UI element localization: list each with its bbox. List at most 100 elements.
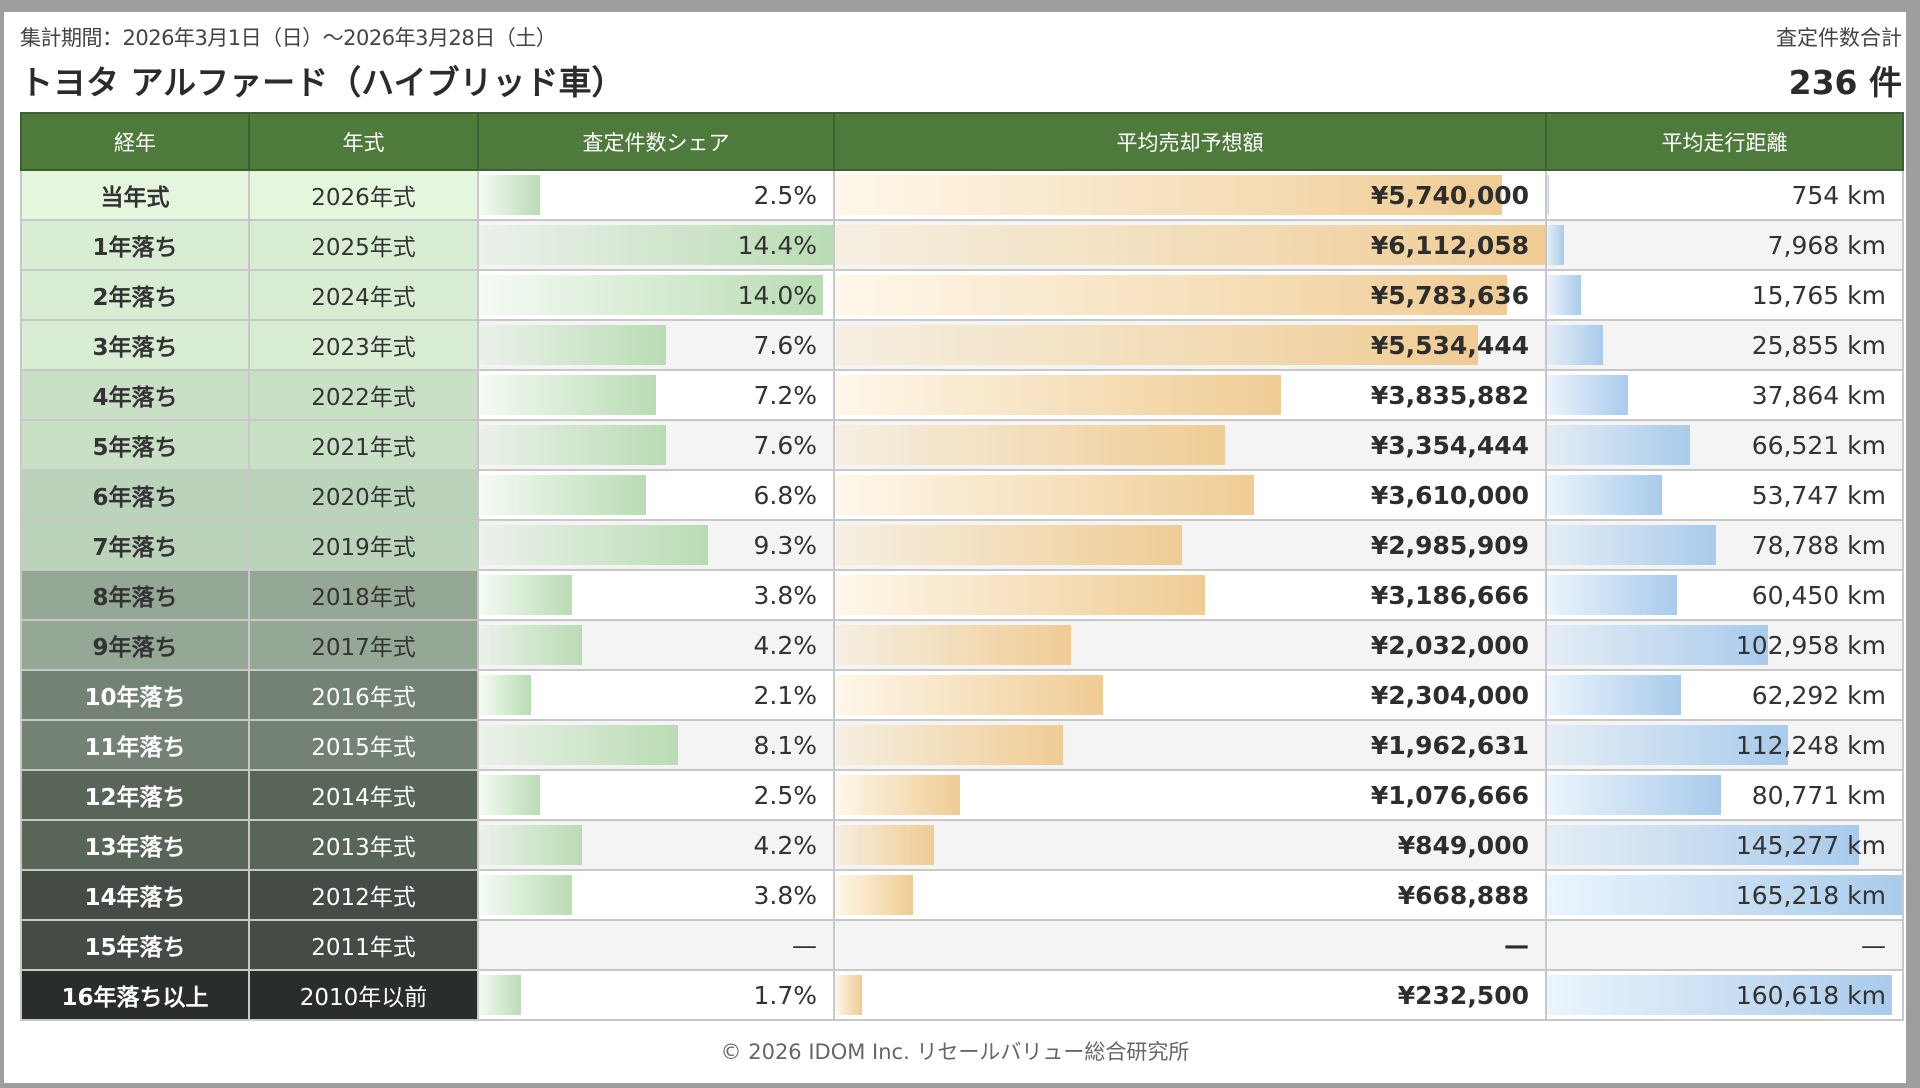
price-cell: ¥1,962,631 <box>833 719 1547 771</box>
share-bar <box>479 575 573 615</box>
table-row: 14年落ち 2012年式 3.8% ¥668,888 165,218 km <box>20 869 1904 921</box>
table-row: 6年落ち 2020年式 6.8% ¥3,610,000 53,747 km <box>20 469 1904 521</box>
share-cell: 14.4% <box>477 219 835 271</box>
price-value: ¥2,304,000 <box>1370 680 1529 710</box>
share-value: 7.6% <box>753 430 817 460</box>
price-bar <box>835 525 1182 565</box>
share-value: 9.3% <box>753 530 817 560</box>
share-bar <box>479 525 708 565</box>
share-value: 2.1% <box>753 680 817 710</box>
dist-value: 78,788 km <box>1751 530 1886 560</box>
age-cell: 16年落ち以上 <box>20 969 250 1021</box>
age-cell: 8年落ち <box>20 569 250 621</box>
dist-value: 160,618 km <box>1735 980 1886 1010</box>
price-value: ¥3,610,000 <box>1370 480 1529 510</box>
share-bar <box>479 375 656 415</box>
dist-value: 112,248 km <box>1735 730 1886 760</box>
dist-bar <box>1547 575 1677 615</box>
dist-bar <box>1547 775 1721 815</box>
dist-bar <box>1547 675 1681 715</box>
price-value: ¥2,985,909 <box>1370 530 1529 560</box>
distance-cell: 66,521 km <box>1545 419 1904 471</box>
share-value: 7.2% <box>753 380 817 410</box>
dist-value: 15,765 km <box>1751 280 1886 310</box>
price-bar <box>835 825 934 865</box>
price-bar <box>835 775 961 815</box>
price-value: ¥1,962,631 <box>1370 730 1529 760</box>
share-bar <box>479 325 666 365</box>
age-cell: 2年落ち <box>20 269 250 321</box>
distance-cell: 25,855 km <box>1545 319 1904 371</box>
age-cell: 1年落ち <box>20 219 250 271</box>
copyright-footer: © 2026 IDOM Inc. リセールバリュー総合研究所 <box>720 1040 1190 1064</box>
dist-value: 165,218 km <box>1735 880 1886 910</box>
age-cell: 10年落ち <box>20 669 250 721</box>
model-year-cell: 2013年式 <box>248 819 479 871</box>
age-cell: 当年式 <box>20 169 250 221</box>
share-value: 7.6% <box>753 330 817 360</box>
distance-cell: 102,958 km <box>1545 619 1904 671</box>
share-bar <box>479 775 541 815</box>
price-value: ¥5,740,000 <box>1370 180 1529 210</box>
model-year-cell: 2021年式 <box>248 419 479 471</box>
column-header-share: 査定件数シェア <box>477 112 835 171</box>
distance-cell: 62,292 km <box>1545 669 1904 721</box>
price-bar <box>835 175 1502 215</box>
share-cell: 14.0% <box>477 269 835 321</box>
model-year-cell: 2025年式 <box>248 219 479 271</box>
price-bar <box>835 675 1103 715</box>
price-bar <box>835 375 1281 415</box>
distance-cell: — <box>1545 919 1904 971</box>
price-cell: ¥3,186,666 <box>833 569 1547 621</box>
dist-bar <box>1547 275 1581 315</box>
share-value: 3.8% <box>753 580 817 610</box>
dist-value: 37,864 km <box>1751 380 1886 410</box>
model-year-cell: 2022年式 <box>248 369 479 421</box>
model-year-cell: 2010年以前 <box>248 969 479 1021</box>
dist-bar <box>1547 175 1549 215</box>
price-value: ¥6,112,058 <box>1370 230 1529 260</box>
share-value: — <box>792 930 817 960</box>
age-cell: 3年落ち <box>20 319 250 371</box>
price-cell: ¥5,740,000 <box>833 169 1547 221</box>
share-bar <box>479 725 679 765</box>
model-year-cell: 2016年式 <box>248 669 479 721</box>
model-year-cell: 2017年式 <box>248 619 479 671</box>
share-bar <box>479 625 583 665</box>
age-cell: 12年落ち <box>20 769 250 821</box>
price-bar <box>835 425 1225 465</box>
share-value: 3.8% <box>753 880 817 910</box>
distance-cell: 53,747 km <box>1545 469 1904 521</box>
price-cell: ¥5,534,444 <box>833 319 1547 371</box>
dist-bar <box>1547 875 1902 915</box>
dist-value: 53,747 km <box>1751 480 1886 510</box>
price-cell: ¥668,888 <box>833 869 1547 921</box>
age-cell: 7年落ち <box>20 519 250 571</box>
price-cell: ¥2,985,909 <box>833 519 1547 571</box>
table-row: 12年落ち 2014年式 2.5% ¥1,076,666 80,771 km <box>20 769 1904 821</box>
age-cell: 4年落ち <box>20 369 250 421</box>
distance-cell: 160,618 km <box>1545 969 1904 1021</box>
share-cell: 2.1% <box>477 669 835 721</box>
age-cell: 5年落ち <box>20 419 250 471</box>
price-value: — <box>1504 930 1529 960</box>
page-title: トヨタ アルファード（ハイブリッド車） <box>20 63 625 102</box>
dist-value: 145,277 km <box>1735 830 1886 860</box>
table-row: 4年落ち 2022年式 7.2% ¥3,835,882 37,864 km <box>20 369 1904 421</box>
model-year-cell: 2026年式 <box>248 169 479 221</box>
resale-table: 経年 年式 査定件数シェア 平均売却予想額 平均走行距離 当年式 2026年式 2.… <box>20 112 1904 1021</box>
model-year-cell: 2018年式 <box>248 569 479 621</box>
period-label: 集計期間：2026年3月1日（日）〜2026年3月28日（土） <box>20 26 557 50</box>
dist-value: 60,450 km <box>1751 580 1886 610</box>
report-card: 集計期間：2026年3月1日（日）〜2026年3月28日（土） トヨタ アルファ… <box>4 12 1906 1083</box>
price-cell: ¥3,354,444 <box>833 419 1547 471</box>
age-cell: 6年落ち <box>20 469 250 521</box>
distance-cell: 80,771 km <box>1545 769 1904 821</box>
price-cell: ¥849,000 <box>833 819 1547 871</box>
table-row: 13年落ち 2013年式 4.2% ¥849,000 145,277 km <box>20 819 1904 871</box>
dist-value: 25,855 km <box>1751 330 1886 360</box>
table-row: 1年落ち 2025年式 14.4% ¥6,112,058 7,968 km <box>20 219 1904 271</box>
distance-cell: 165,218 km <box>1545 869 1904 921</box>
model-year-cell: 2011年式 <box>248 919 479 971</box>
price-cell: ¥1,076,666 <box>833 769 1547 821</box>
